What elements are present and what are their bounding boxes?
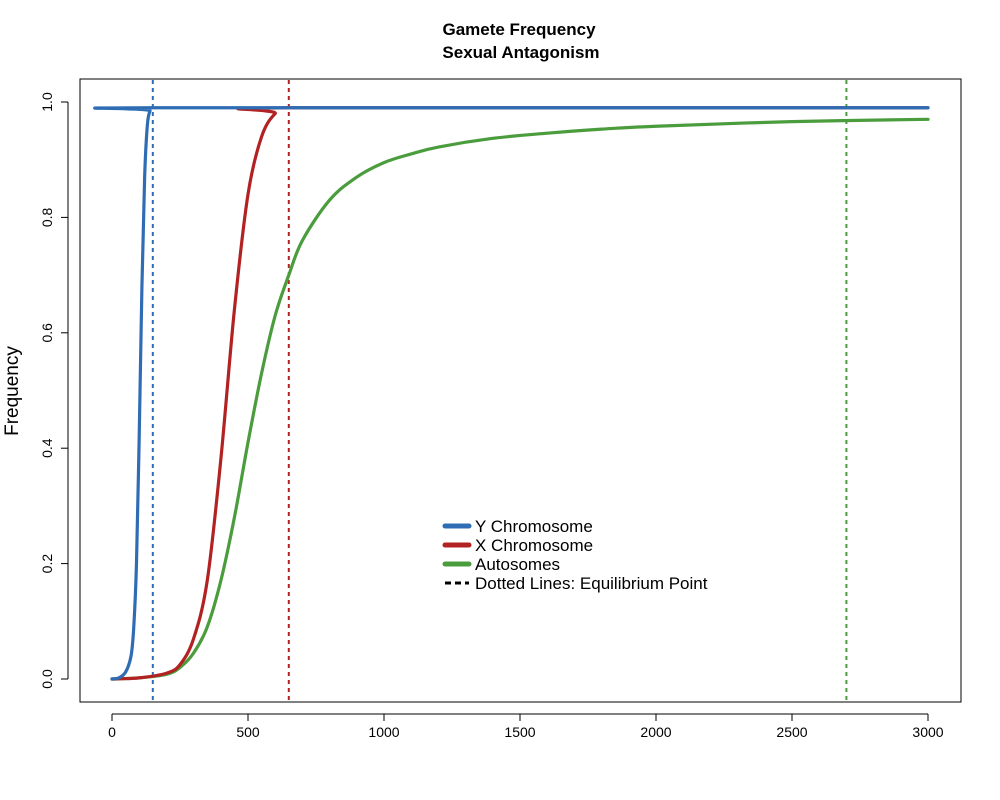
y-tick-label: 0.6	[39, 323, 55, 343]
y-tick-label: 0.4	[39, 438, 55, 458]
x-tick-label: 1000	[368, 724, 399, 740]
x-tick-label: 3000	[912, 724, 943, 740]
y-axis-label: Frequency	[2, 346, 23, 436]
x-tick-label: 500	[236, 724, 260, 740]
series-line-x-chromosome	[110, 106, 930, 681]
x-axis: 0 500 1000 1500 2000 2500 3000	[108, 713, 944, 740]
legend-label: Y Chromosome	[475, 517, 593, 536]
plot-frame	[79, 78, 962, 703]
legend-label: X Chromosome	[475, 536, 593, 555]
chart-subtitle: Sexual Antagonism	[442, 43, 599, 62]
legend-label: Dotted Lines: Equilibrium Point	[475, 574, 708, 593]
series-lines	[93, 106, 930, 681]
y-tick-label: 1.0	[39, 92, 55, 112]
y-tick-label: 0.8	[39, 207, 55, 227]
legend-label: Autosomes	[475, 555, 560, 574]
chart-title: Gamete Frequency	[442, 20, 596, 39]
x-tick-label: 2000	[640, 724, 671, 740]
y-tick-label: 0.2	[39, 554, 55, 574]
x-tick-label: 0	[108, 724, 116, 740]
y-tick-label: 0.0	[39, 669, 55, 689]
series-line-autosomes	[110, 117, 930, 681]
y-axis: 0.0 0.2 0.4 0.6 0.8 1.0	[39, 92, 69, 689]
x-tick-label: 2500	[776, 724, 807, 740]
x-tick-label: 1500	[504, 724, 535, 740]
series-line-y-chromosome	[93, 106, 930, 681]
